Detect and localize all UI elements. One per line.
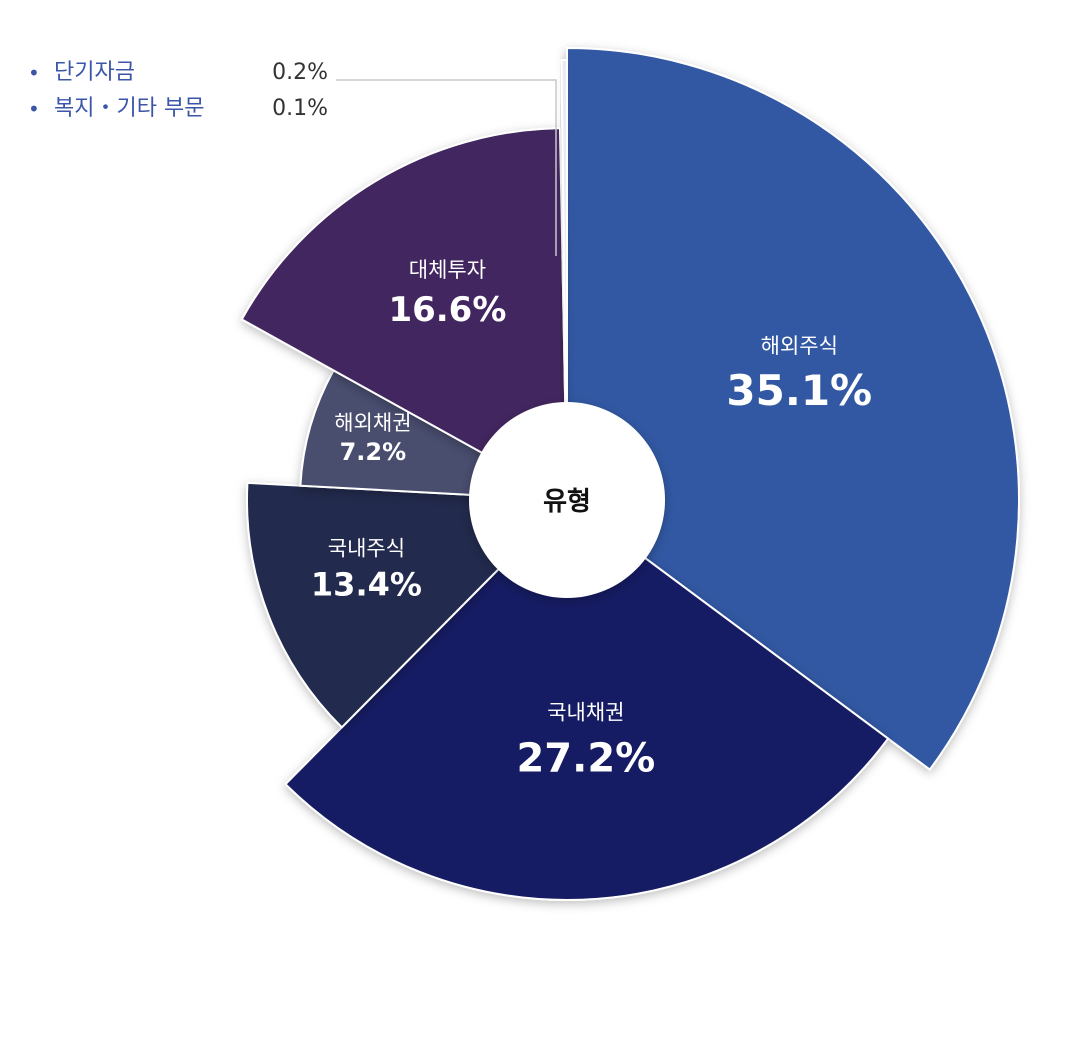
legend-value: 0.2% <box>272 60 328 85</box>
slice-label: 해외주식 <box>761 334 838 358</box>
center-circle <box>469 402 665 598</box>
legend-label: 복지・기타 부문 <box>54 96 205 121</box>
slice-percent: 13.4% <box>311 565 422 603</box>
pie-slice <box>566 46 1020 771</box>
slice-percent: 27.2% <box>516 735 655 781</box>
slice-label: 해외채권 <box>334 411 411 435</box>
bullet-icon: • <box>28 61 40 85</box>
bullet-icon: • <box>28 97 40 121</box>
pie-slice <box>284 498 890 901</box>
legend-value: 0.1% <box>272 96 328 121</box>
slice-percent: 7.2% <box>340 438 407 466</box>
slice-label: 국내주식 <box>328 536 405 560</box>
legend-label: 단기자금 <box>54 60 135 85</box>
slice-label: 국내채권 <box>547 700 624 724</box>
pie-slice <box>240 127 569 502</box>
center-label: 유형 <box>543 487 591 517</box>
pie-slice <box>560 58 568 501</box>
slice-percent: 16.6% <box>388 290 506 330</box>
slice-label: 대체투자 <box>409 258 486 282</box>
leader-line <box>336 79 557 256</box>
slice-percent: 35.1% <box>726 366 872 415</box>
